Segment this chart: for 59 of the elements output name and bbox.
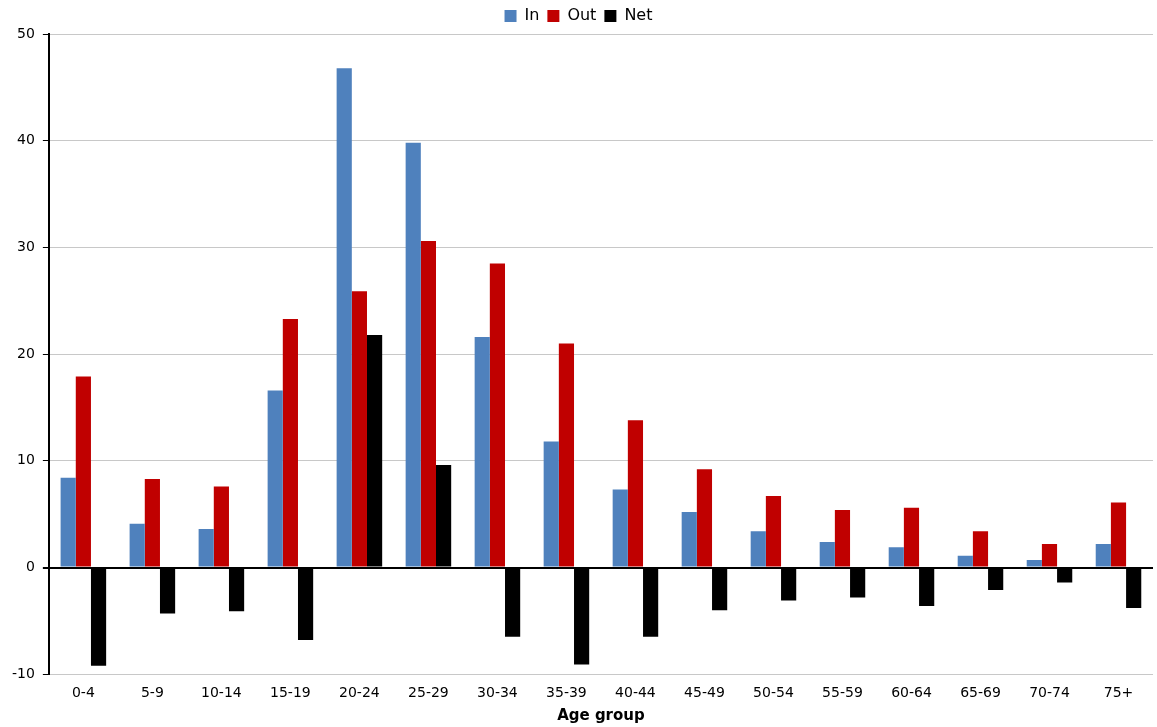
bar	[558, 343, 575, 567]
y-tick-label: 50	[17, 24, 35, 41]
x-tick-label: 15-19	[270, 684, 311, 701]
x-axis-title: Age group	[557, 705, 645, 724]
y-tick-label: 40	[17, 131, 35, 148]
bar	[282, 318, 298, 567]
bar	[75, 376, 91, 567]
x-tick-label: 65-69	[960, 684, 1001, 701]
x-tick-label: 10-14	[201, 684, 242, 701]
x-tick-label: 55-59	[822, 684, 863, 701]
bar	[351, 291, 367, 567]
x-tick-label: 35-39	[546, 684, 587, 701]
x-tick-label: 50-54	[753, 684, 794, 701]
legend-label: Net	[624, 5, 653, 25]
bar	[888, 547, 904, 567]
bar	[681, 512, 697, 567]
bar	[957, 555, 973, 567]
bar	[903, 507, 920, 567]
bar	[213, 486, 229, 567]
x-tick-label: 5-9	[140, 684, 164, 701]
bar	[489, 263, 506, 567]
bar	[1041, 544, 1058, 567]
legend-label: Out	[567, 5, 597, 25]
x-tick-label: 30-34	[477, 684, 518, 701]
y-tick-label: -10	[11, 664, 35, 681]
bar	[834, 509, 851, 567]
legend-label: In	[524, 5, 540, 25]
bar	[543, 441, 559, 567]
bar	[1026, 560, 1042, 567]
bar	[696, 469, 713, 567]
bar	[144, 478, 160, 567]
x-tick-label: 70-74	[1029, 684, 1070, 701]
y-tick-label: 30	[17, 238, 35, 255]
bar	[405, 142, 421, 567]
bar	[474, 337, 490, 567]
x-tick-label: 45-49	[684, 684, 725, 701]
bar	[750, 531, 766, 567]
bar	[336, 68, 352, 567]
x-tick-label: 40-44	[615, 684, 656, 701]
x-tick-label: 0-4	[71, 684, 95, 701]
y-tick-label: 20	[17, 344, 35, 361]
x-tick-label: 60-64	[891, 684, 932, 701]
bar	[198, 529, 214, 567]
bar	[765, 496, 782, 567]
x-tick-label: 25-29	[408, 684, 449, 701]
y-tick-label: 10	[17, 451, 35, 468]
bar	[420, 241, 436, 567]
bar	[129, 523, 145, 567]
x-tick-label: 75+	[1103, 684, 1134, 701]
bar	[1110, 502, 1127, 567]
bar	[972, 531, 989, 567]
bar	[612, 489, 628, 567]
bar	[267, 390, 283, 567]
bar	[627, 420, 644, 567]
bar	[1095, 544, 1111, 567]
bar	[819, 541, 835, 567]
x-tick-label: 20-24	[339, 684, 380, 701]
bar	[60, 477, 76, 567]
y-tick-label: 0	[25, 558, 35, 575]
